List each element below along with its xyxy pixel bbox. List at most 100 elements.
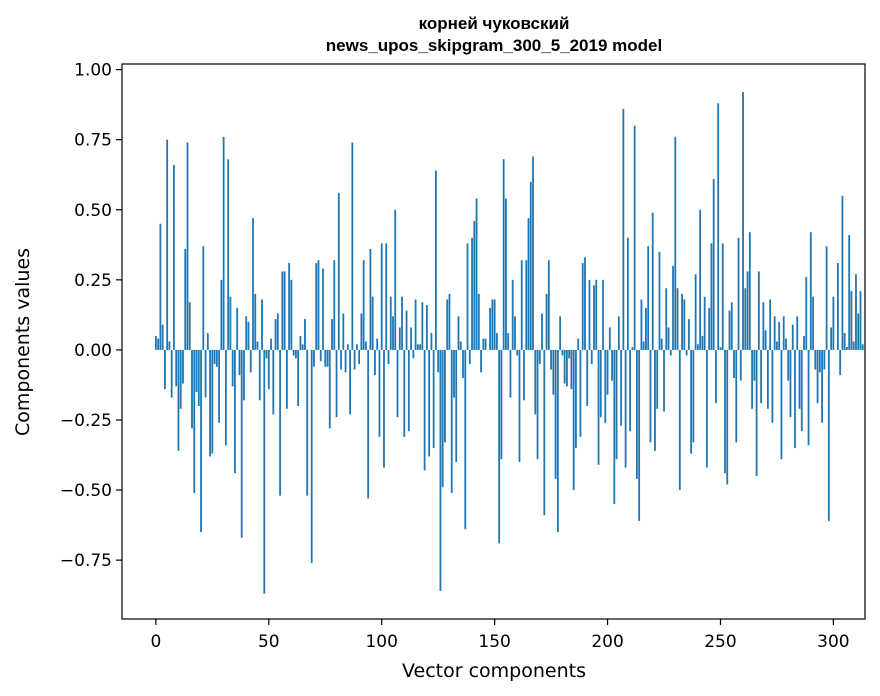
bar [554,349,557,479]
bar [798,349,801,409]
bar [224,349,227,446]
bar [179,349,182,409]
bar [699,209,702,350]
bar [735,349,738,443]
bar [392,316,394,350]
bar [667,327,670,350]
bar [315,263,318,350]
bar [823,349,826,370]
bar [617,316,620,350]
bar [590,349,593,364]
bar [545,293,548,350]
bar [304,319,306,350]
bar [796,316,799,350]
bar [541,313,543,350]
y-tick-label: −0.50 [60,481,112,501]
bar [647,246,650,350]
bar [529,181,532,350]
y-tick-label: 0.50 [74,201,112,221]
bar [719,347,722,350]
bar [430,333,433,350]
bar [369,249,372,350]
bar [505,198,507,350]
bar [757,271,760,350]
bar [398,327,401,350]
bar [809,232,812,350]
bar [778,321,781,350]
bar [640,299,643,350]
bar [568,349,571,359]
bar [168,341,171,350]
bar [407,349,410,432]
y-tick-label: −0.25 [60,411,112,431]
bar [335,349,338,418]
y-tick-label: −0.75 [60,551,112,571]
bar [751,349,753,409]
bar [396,349,399,418]
bar [229,296,232,350]
bar [850,291,853,350]
bar [683,299,686,350]
bar [231,349,234,387]
bar [701,335,704,350]
bar [624,349,627,468]
bar [780,349,783,460]
bar [565,349,568,387]
bar [726,349,729,485]
bar [482,338,485,350]
bar [292,349,295,356]
bar [297,349,300,406]
bar [313,349,315,367]
bar [177,349,180,451]
bar [204,349,207,398]
bar [696,344,699,350]
bar [236,307,239,350]
bar [200,349,202,533]
bar [791,324,794,350]
y-axis-ticks: −0.75 −0.50 −0.25 0.00 0.25 0.50 0.75 1.00 [60,61,122,571]
bar [272,349,275,415]
bar [394,209,397,350]
bar [464,349,467,530]
bar [645,307,647,350]
x-tick-label: 150 [478,632,510,652]
bar [188,302,191,350]
bar [615,349,618,460]
bar [803,335,805,350]
y-tick-label: 1.00 [74,61,112,81]
bar [773,316,776,350]
bar [836,263,839,350]
x-tick-label: 50 [258,632,280,652]
bar [676,288,679,350]
bar [319,349,322,362]
bar [602,279,604,350]
bar [794,349,796,449]
bar [674,136,677,350]
bar [344,349,347,373]
bar [184,249,187,350]
y-axis-label: Components values [12,248,34,436]
bar [412,349,415,359]
bar [764,330,767,350]
bar [161,324,164,350]
bar [843,333,846,350]
bar [455,349,458,463]
bar [721,243,724,350]
bar [762,302,765,350]
bar [410,327,412,350]
bar [827,349,830,521]
bar [306,349,309,496]
bar [495,333,498,350]
bar [649,349,652,443]
bar [439,349,442,591]
bar [351,142,354,350]
bar [258,349,261,401]
bar [279,349,281,496]
bar [362,260,365,350]
bar [405,310,408,350]
bar [265,349,268,359]
bar [672,265,674,350]
bar [748,232,751,350]
bar [310,349,313,563]
